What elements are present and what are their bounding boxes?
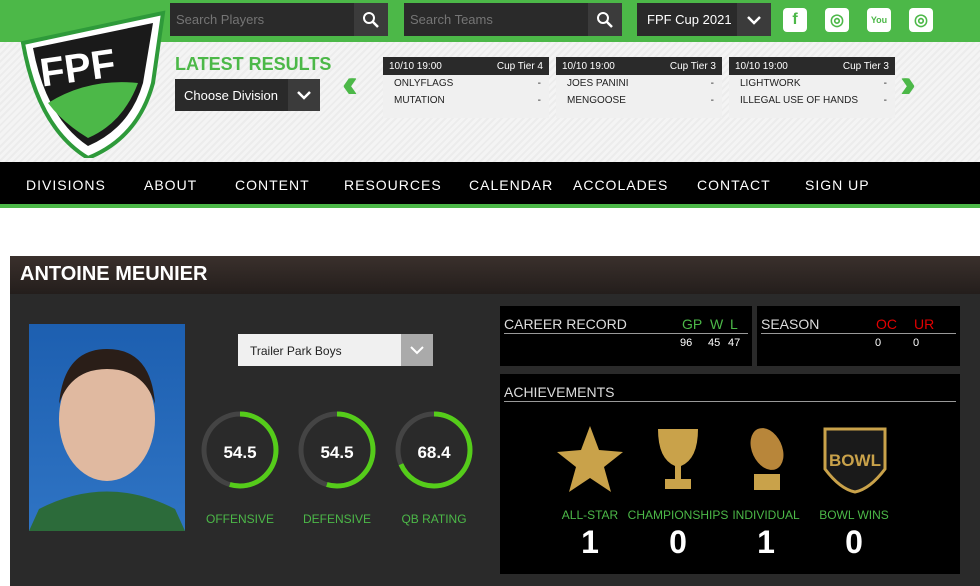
instagram-icon[interactable]: ◎ bbox=[909, 8, 933, 32]
team-value: Trailer Park Boys bbox=[250, 344, 342, 358]
home-score: - bbox=[883, 78, 887, 89]
achievement-label: INDIVIDUAL bbox=[732, 508, 800, 522]
career-title: CAREER RECORD bbox=[504, 316, 627, 332]
search-players-input[interactable] bbox=[170, 3, 354, 36]
search-teams-input[interactable] bbox=[404, 3, 588, 36]
achievements-title: ACHIEVEMENTS bbox=[504, 384, 615, 400]
nav-item-accolades[interactable]: ACCOLADES bbox=[573, 177, 669, 193]
svg-text:BOWL: BOWL bbox=[829, 451, 881, 470]
nav-item-contact[interactable]: CONTACT bbox=[697, 177, 771, 193]
result-card[interactable]: 10/10 19:00 Cup Tier 4 ONLYFLAGS - MUTATIO… bbox=[383, 57, 549, 118]
fpf-logo[interactable]: FPF bbox=[18, 8, 168, 158]
chevron-down-icon bbox=[288, 79, 320, 111]
svg-text:FPF: FPF bbox=[37, 41, 118, 95]
away-team: ILLEGAL USE OF HANDS bbox=[740, 95, 858, 106]
val-ur: 0 bbox=[913, 337, 920, 349]
nav-item-resources[interactable]: RESOURCES bbox=[344, 177, 442, 193]
val-w: 45 bbox=[708, 337, 721, 349]
achievement-label: ALL-STAR bbox=[561, 508, 619, 522]
away-team: MUTATION bbox=[394, 95, 445, 106]
player-photo bbox=[29, 324, 185, 531]
rating-value: 54.5 bbox=[223, 443, 257, 462]
nav-item-about[interactable]: ABOUT bbox=[144, 177, 198, 193]
search-teams[interactable] bbox=[404, 3, 622, 36]
team-select[interactable]: Trailer Park Boys bbox=[238, 334, 433, 366]
player-panel: ANTOINE MEUNIER Trailer Park Boys 54.5 O… bbox=[10, 256, 980, 586]
instagram-icon[interactable]: ◎ bbox=[825, 8, 849, 32]
val-l: 47 bbox=[728, 337, 741, 349]
game-tier: Cup Tier 3 bbox=[669, 60, 716, 72]
col-l: L bbox=[730, 316, 738, 332]
achievement-count: 0 bbox=[669, 524, 687, 560]
facebook-icon[interactable]: f bbox=[783, 8, 807, 32]
home-score: - bbox=[537, 78, 541, 89]
achievement-label: CHAMPIONSHIPS bbox=[627, 508, 729, 522]
rating-gauge bbox=[395, 411, 473, 489]
val-gp: 96 bbox=[680, 337, 693, 349]
football-trophy-icon bbox=[750, 428, 784, 490]
rating-value: 68.4 bbox=[417, 443, 451, 462]
home-team: LIGHTWORK bbox=[740, 78, 801, 89]
trophy-icon bbox=[658, 429, 698, 489]
game-tier: Cup Tier 4 bbox=[496, 60, 543, 72]
cup-select-value: FPF Cup 2021 bbox=[647, 12, 732, 27]
rating-gauge bbox=[298, 411, 376, 489]
latest-results-title: LATEST RESULTS bbox=[175, 54, 332, 74]
col-oc: OC bbox=[876, 316, 897, 332]
col-w: W bbox=[710, 316, 724, 332]
away-score: - bbox=[537, 95, 541, 106]
game-time: 10/10 19:00 bbox=[562, 60, 615, 72]
game-time: 10/10 19:00 bbox=[389, 60, 442, 72]
career-record: CAREER RECORD GP W L 96 45 47 bbox=[500, 306, 752, 366]
season-title: SEASON bbox=[761, 316, 820, 332]
home-score: - bbox=[710, 78, 714, 89]
home-team: ONLYFLAGS bbox=[394, 78, 454, 89]
col-ur: UR bbox=[914, 316, 935, 332]
header: FPF LATEST RESULTS Choose Division ‹‹‹ 1… bbox=[0, 10, 980, 162]
rating-value: 54.5 bbox=[320, 443, 354, 462]
search-icon[interactable] bbox=[588, 3, 622, 36]
game-tier: Cup Tier 3 bbox=[842, 60, 889, 72]
division-value: Choose Division bbox=[184, 87, 278, 103]
nav-item-sign-up[interactable]: SIGN UP bbox=[805, 177, 870, 193]
next-results-arrow[interactable]: ››› bbox=[900, 62, 916, 106]
result-card[interactable]: 10/10 19:00 Cup Tier 3 LIGHTWORK - ILLEGAL… bbox=[729, 57, 895, 118]
achievement-count: 0 bbox=[845, 524, 863, 560]
chevron-down-icon bbox=[737, 3, 771, 36]
game-time: 10/10 19:00 bbox=[735, 60, 788, 72]
nav-item-divisions[interactable]: DIVISIONS bbox=[26, 177, 106, 193]
main-nav: DIVISIONS ABOUT CONTENT RESOURCES CALENDAR AC… bbox=[0, 162, 980, 208]
search-players[interactable] bbox=[170, 3, 388, 36]
season-record: SEASON OC UR 0 0 bbox=[757, 306, 960, 366]
achievement-count: 1 bbox=[757, 524, 775, 560]
away-team: MENGOOSE bbox=[567, 95, 626, 106]
away-score: - bbox=[710, 95, 714, 106]
rating-label: DEFENSIVE bbox=[302, 512, 371, 526]
prev-results-arrow[interactable]: ‹‹‹ bbox=[342, 62, 358, 106]
all-star-icon bbox=[557, 426, 623, 492]
division-select[interactable]: Choose Division bbox=[175, 79, 320, 111]
youtube-icon[interactable]: You bbox=[867, 8, 891, 32]
val-oc: 0 bbox=[875, 337, 882, 349]
rating-gauge bbox=[201, 411, 279, 489]
achievement-label: BOWL WINS bbox=[819, 508, 889, 522]
search-icon[interactable] bbox=[354, 3, 388, 36]
top-bar: FPF Cup 2021 f ◎ You ◎ bbox=[0, 0, 980, 42]
bowl-cup-icon: BOWL bbox=[823, 427, 887, 494]
achievement-count: 1 bbox=[581, 524, 599, 560]
player-name: ANTOINE MEUNIER bbox=[10, 256, 980, 294]
home-team: JOES PANINI bbox=[567, 78, 629, 89]
cup-select[interactable]: FPF Cup 2021 bbox=[637, 3, 771, 36]
chevron-down-icon bbox=[401, 334, 433, 366]
achievements: ACHIEVEMENTS BOWL ALL-STAR 1 CHAMPIONSHIPS… bbox=[500, 374, 960, 574]
away-score: - bbox=[883, 95, 887, 106]
rating-label: OFFENSIVE bbox=[205, 512, 274, 526]
col-gp: GP bbox=[682, 316, 703, 332]
nav-item-content[interactable]: CONTENT bbox=[235, 177, 310, 193]
result-card[interactable]: 10/10 19:00 Cup Tier 3 JOES PANINI - MENGO… bbox=[556, 57, 722, 118]
rating-label: QB RATING bbox=[401, 512, 467, 526]
nav-item-calendar[interactable]: CALENDAR bbox=[469, 177, 554, 193]
